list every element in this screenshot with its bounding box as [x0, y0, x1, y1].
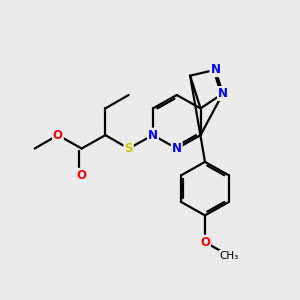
Text: O: O	[200, 236, 210, 249]
Text: S: S	[124, 142, 133, 155]
Text: N: N	[218, 87, 228, 100]
Text: N: N	[172, 142, 182, 155]
Text: O: O	[53, 129, 63, 142]
Text: N: N	[148, 129, 158, 142]
Text: O: O	[76, 169, 87, 182]
Text: N: N	[210, 63, 220, 76]
Text: CH₃: CH₃	[219, 250, 239, 260]
